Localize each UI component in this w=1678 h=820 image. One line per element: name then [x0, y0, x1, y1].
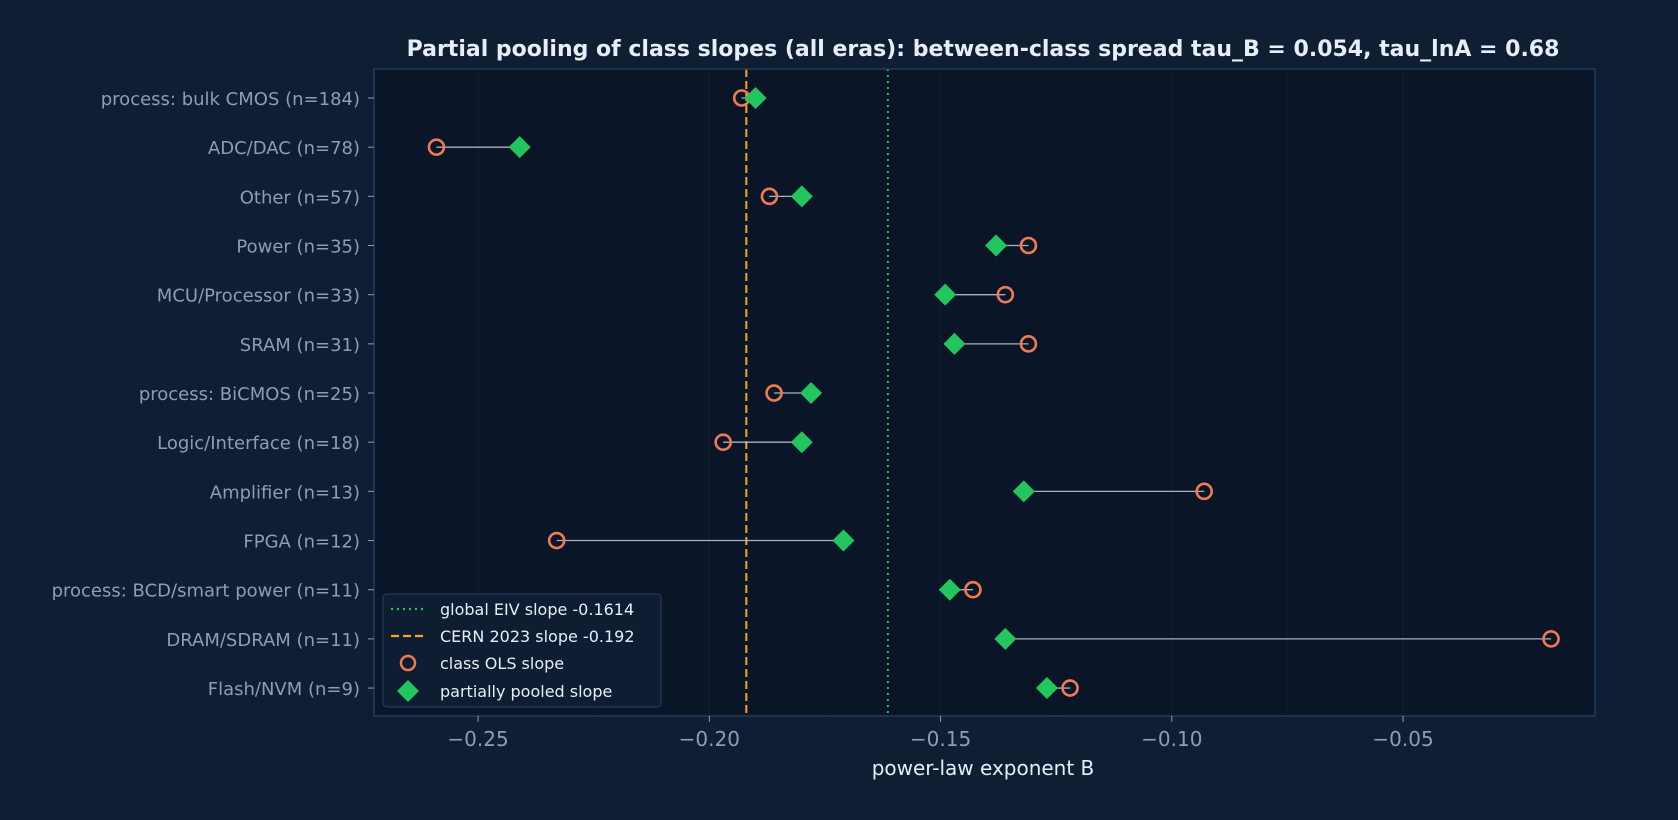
ols-slope-point	[1019, 335, 1038, 353]
ols-slope-point	[1019, 236, 1038, 255]
pooled-slope-point	[985, 234, 1008, 257]
y-tick-label: MCU/Processor (n=33)	[157, 286, 360, 307]
x-tick-label: −0.20	[679, 727, 740, 751]
y-tick-label: Flash/NVM (n=9)	[208, 679, 360, 700]
legend-box	[382, 593, 662, 708]
x-axis-label: power-law exponent B	[872, 756, 1095, 780]
ols-slope-point	[760, 187, 779, 206]
pooled-slope-point	[934, 283, 957, 306]
ols-slope-point	[1195, 482, 1213, 501]
y-tick-label: DRAM/SDRAM (n=11)	[166, 630, 360, 651]
pooled-slope-point	[938, 578, 961, 601]
ols-slope-point	[1061, 679, 1079, 697]
legend-symbol-pooled-diamond	[397, 680, 419, 702]
pooled-slope-point	[943, 332, 966, 355]
plot-frame	[373, 68, 1596, 717]
y-tick-label: process: bulk CMOS (n=184)	[101, 89, 360, 110]
y-tick-label: Logic/Interface (n=18)	[157, 433, 360, 454]
y-axis: process: bulk CMOS (n=184) ADC/DAC (n=78)…	[52, 89, 374, 700]
y-tick-label: Power (n=35)	[236, 237, 360, 258]
x-tick-label: −0.15	[910, 727, 971, 751]
y-tick-label: FPGA (n=12)	[243, 532, 360, 553]
legend-label-cern: CERN 2023 slope -0.192	[440, 627, 635, 646]
pooled-slope-point	[790, 185, 813, 208]
ols-slope-point	[1542, 630, 1560, 648]
ols-slope-point	[964, 580, 982, 599]
pooled-slope-point	[508, 136, 531, 159]
data-marks	[427, 87, 1560, 700]
pooled-slope-point	[800, 382, 823, 405]
ols-slope-point	[765, 384, 783, 402]
pooled-slope-point	[1012, 480, 1035, 503]
y-tick-label: SRAM (n=31)	[240, 335, 360, 356]
x-tick-label: −0.25	[447, 727, 508, 751]
legend: global EIV slope -0.1614 CERN 2023 slope…	[382, 593, 662, 708]
ols-slope-point	[996, 285, 1015, 304]
pooled-slope-point	[744, 87, 767, 109]
legend-label-ols: class OLS slope	[440, 654, 564, 673]
y-tick-label: Other (n=57)	[240, 187, 360, 208]
legend-label-global: global EIV slope -0.1614	[440, 600, 634, 619]
legend-label-pooled: partially pooled slope	[440, 682, 612, 701]
x-tick-label: −0.05	[1372, 727, 1433, 751]
ols-slope-point	[714, 433, 732, 451]
pooled-slope-point	[790, 431, 813, 454]
x-tick-label: −0.10	[1141, 727, 1202, 751]
legend-symbol-ols-circle	[399, 654, 417, 672]
pooled-slope-point	[1035, 677, 1058, 700]
pooled-slope-point	[832, 529, 855, 552]
y-tick-label: process: BiCMOS (n=25)	[139, 384, 360, 405]
y-tick-label: Amplifier (n=13)	[210, 482, 360, 503]
x-axis: −0.25 −0.20 −0.15 −0.10 −0.05	[447, 716, 1434, 751]
chart-title: Partial pooling of class slopes (all era…	[407, 37, 1560, 62]
ols-slope-point	[427, 138, 446, 156]
y-tick-label: ADC/DAC (n=78)	[208, 138, 360, 159]
ols-slope-point	[547, 531, 566, 550]
y-tick-label: process: BCD/smart power (n=11)	[52, 581, 360, 602]
pooled-slope-point	[994, 627, 1017, 650]
